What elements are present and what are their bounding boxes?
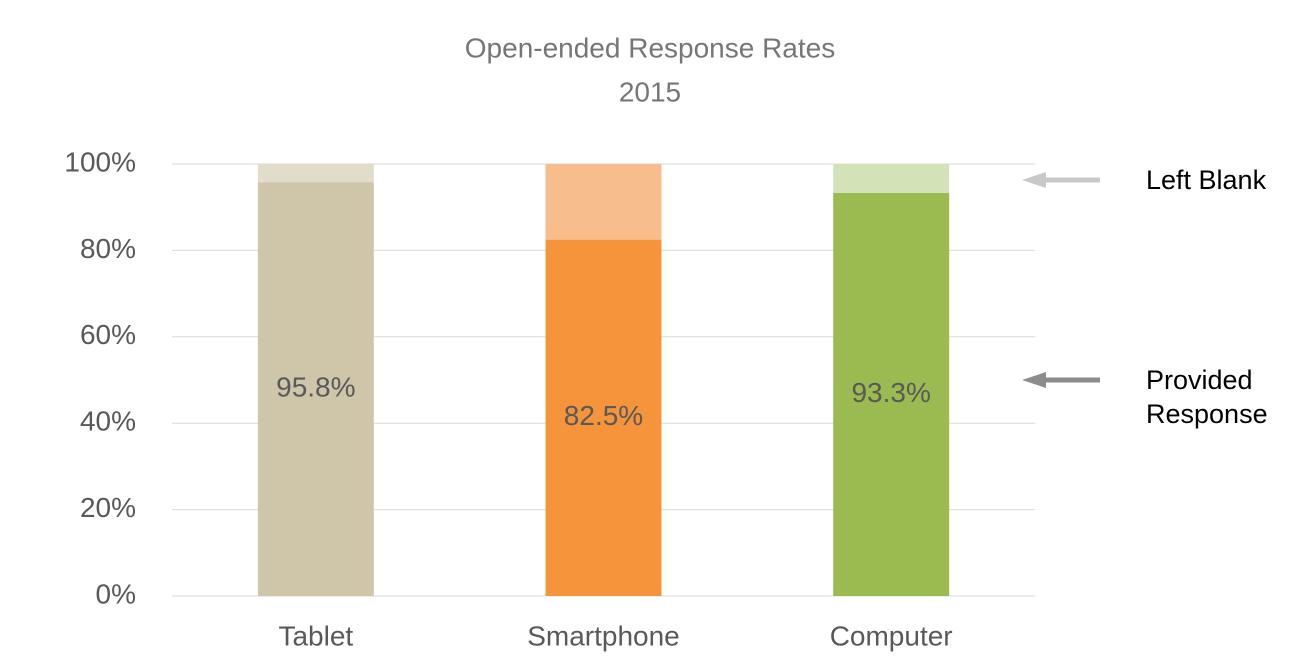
annotation-arrowhead (1022, 372, 1046, 388)
bar-segment (545, 239, 662, 596)
legend-label: Left Blank (1146, 165, 1267, 195)
data-label: 82.5% (564, 400, 643, 431)
x-tick-label: Tablet (278, 620, 353, 651)
data-label: 93.3% (851, 377, 930, 408)
y-tick-label: 40% (80, 406, 136, 437)
annotation-arrowhead (1022, 172, 1046, 188)
y-tick-label: 0% (96, 578, 136, 609)
x-tick-label: Computer (830, 620, 953, 651)
bar-segment (257, 182, 374, 597)
data-label: 95.8% (276, 371, 355, 402)
x-tick-label: Smartphone (527, 620, 680, 651)
y-tick-label: 60% (80, 319, 136, 350)
bar-segment (833, 192, 950, 596)
y-tick-label: 100% (64, 146, 136, 177)
legend-label: Provided Response (1146, 365, 1268, 429)
bar-segment (833, 164, 950, 193)
y-tick-label: 80% (80, 233, 136, 264)
bar-segment (257, 164, 374, 183)
bar-segment (545, 164, 662, 240)
chart-title: Open-ended Response Rates (465, 32, 835, 63)
chart-subtitle: 2015 (619, 76, 681, 107)
y-tick-label: 20% (80, 492, 136, 523)
